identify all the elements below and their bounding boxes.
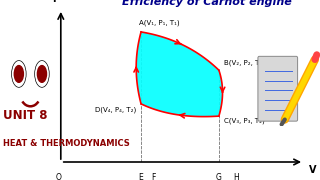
Text: Efficiency of Carnot engine: Efficiency of Carnot engine xyxy=(122,0,292,7)
Text: B(V₂, P₂, T₁): B(V₂, P₂, T₁) xyxy=(224,59,265,66)
Text: HEAT & THERMODYNAMICS: HEAT & THERMODYNAMICS xyxy=(3,139,130,148)
Text: H: H xyxy=(233,173,239,180)
Text: D(V₄, P₄, T₂): D(V₄, P₄, T₂) xyxy=(95,107,136,113)
Text: E: E xyxy=(139,173,143,180)
Text: A(V₁, P₁, T₁): A(V₁, P₁, T₁) xyxy=(139,19,179,26)
Text: C(V₃, P₃, T₂): C(V₃, P₃, T₂) xyxy=(224,118,265,124)
Circle shape xyxy=(12,60,26,87)
Circle shape xyxy=(14,66,23,82)
Circle shape xyxy=(35,60,49,87)
Text: F: F xyxy=(151,173,156,180)
Polygon shape xyxy=(136,32,222,117)
Circle shape xyxy=(4,40,57,138)
FancyBboxPatch shape xyxy=(258,56,298,121)
Text: G: G xyxy=(216,173,222,180)
Text: O: O xyxy=(55,173,61,180)
Circle shape xyxy=(37,66,46,82)
Text: UNIT 8: UNIT 8 xyxy=(3,109,48,122)
Text: V: V xyxy=(309,165,316,175)
Text: P: P xyxy=(52,0,60,4)
